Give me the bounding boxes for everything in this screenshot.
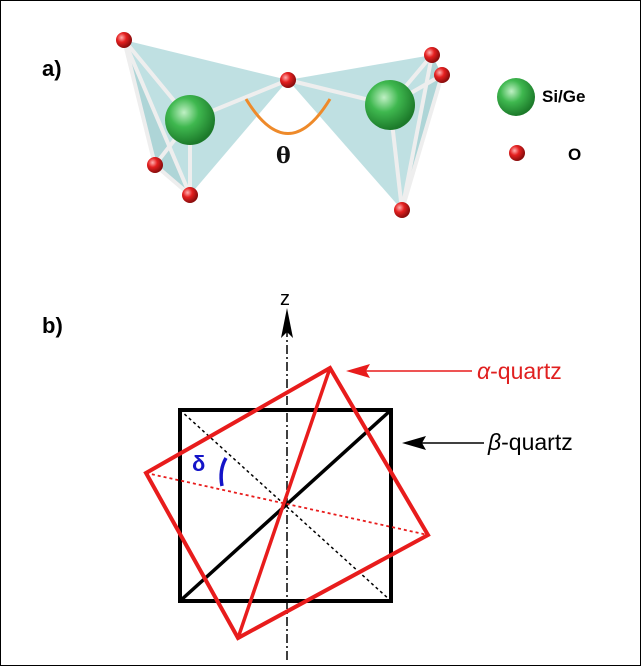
alpha-quartz-dotted-diagonal <box>145 472 429 536</box>
alpha-quartz-label: α-quartz <box>477 358 562 385</box>
alpha-quartz-diagonal <box>236 367 332 639</box>
delta-label: δ <box>192 451 206 476</box>
z-axis-arrowhead <box>281 308 293 338</box>
alpha-suffix: -quartz <box>490 358 562 384</box>
beta-symbol: β <box>488 429 502 455</box>
legend-oxygen-label: O <box>568 145 582 164</box>
alpha-symbol: α <box>477 358 491 384</box>
theta-arc <box>244 98 332 135</box>
beta-quartz-diagonal <box>178 408 393 603</box>
legend-oxygen-marker <box>509 145 525 161</box>
oxygen-atoms <box>116 32 450 218</box>
alpha-pointer-arrowhead <box>346 364 370 378</box>
z-axis-label: z <box>280 288 290 310</box>
theta-label: θ <box>276 143 291 169</box>
beta-pointer-arrowhead <box>402 436 426 450</box>
legend-si-ge-label: Si/Ge <box>542 87 586 106</box>
beta-suffix: -quartz <box>501 429 573 455</box>
si-ge-atom-right <box>365 80 415 130</box>
panel-b-label: b) <box>42 313 63 338</box>
beta-quartz-label: β-quartz <box>488 429 573 456</box>
delta-arc <box>219 457 228 487</box>
panel-a-label: a) <box>42 56 62 81</box>
beta-quartz-box <box>178 408 393 603</box>
legend-si-ge-marker <box>497 78 535 116</box>
si-ge-atom-left <box>165 95 215 145</box>
